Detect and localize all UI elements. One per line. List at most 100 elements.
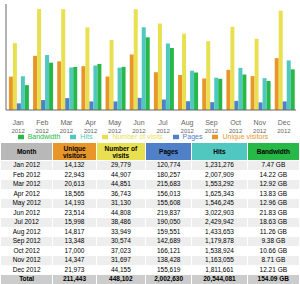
html-text:Pages: Pages	[182, 133, 203, 140]
html-text:Hits: Hits	[80, 133, 93, 140]
html-text:156,013: 156,013	[156, 189, 181, 197]
html-text:2,007,909: 2,007,909	[205, 170, 234, 178]
html-text:36,743: 36,743	[110, 189, 131, 197]
html-text:138,428: 138,428	[156, 256, 181, 264]
html-text:Oct 2012: Oct 2012	[13, 246, 40, 254]
html-text:33,949: 33,949	[110, 227, 131, 235]
html-text:visits: visits	[112, 151, 130, 159]
html-text:215,683: 215,683	[156, 180, 181, 188]
html-text:31,697: 31,697	[110, 256, 131, 264]
svg-text:Sep2012: Sep2012	[205, 119, 219, 134]
html-text:2,002,630: 2,002,630	[154, 275, 184, 283]
html-text:17,000: 17,000	[64, 246, 85, 254]
html-text:14,193: 14,193	[64, 199, 85, 207]
html-text:1,811,661: 1,811,661	[205, 265, 234, 273]
html-text:1,546,245: 1,546,245	[205, 199, 234, 207]
html-text:29,779: 29,779	[110, 161, 131, 169]
html-text:448,102: 448,102	[109, 275, 133, 283]
html-text:10.66 GB: 10.66 GB	[259, 246, 287, 254]
svg-text:Oct2012: Oct2012	[229, 119, 243, 134]
html-text:Mar 2012: Mar 2012	[12, 180, 41, 188]
svg-text:Jul2012: Jul2012	[156, 119, 170, 134]
html-text:14,817: 14,817	[64, 227, 85, 235]
html-text:23,514: 23,514	[64, 208, 85, 216]
html-text:159,551: 159,551	[156, 227, 181, 235]
html-text:44,851: 44,851	[110, 180, 131, 188]
html-text:44,907: 44,907	[110, 170, 131, 178]
html-text:190,050: 190,050	[156, 218, 181, 226]
svg-text:Jan2012: Jan2012	[11, 119, 25, 134]
html-text:Month: Month	[16, 148, 37, 155]
html-text:Sep 2012: Sep 2012	[12, 237, 41, 245]
html-text:14,132: 14,132	[64, 161, 85, 169]
html-text:12.96 GB: 12.96 GB	[259, 199, 287, 207]
html-text:Number of visits: Number of visits	[112, 133, 163, 140]
html-text:Apr 2012: Apr 2012	[13, 189, 40, 197]
html-text:Unique: Unique	[63, 144, 86, 152]
html-text:1,538,924: 1,538,924	[205, 246, 234, 254]
html-text:38,486: 38,486	[110, 218, 131, 226]
html-text:8.71 GB: 8.71 GB	[261, 256, 286, 264]
html-text:9.38 GB: 9.38 GB	[261, 237, 286, 245]
html-text:Feb 2012: Feb 2012	[12, 170, 41, 178]
html-text:12.21 GB: 12.21 GB	[259, 265, 287, 273]
html-text:Bandwidth: Bandwidth	[27, 133, 61, 140]
html-text:2,429,942: 2,429,942	[205, 218, 234, 226]
html-text:1,625,343: 1,625,343	[205, 189, 234, 197]
html-text:12.92 GB: 12.92 GB	[259, 180, 287, 188]
html-text:18,565: 18,565	[64, 189, 85, 197]
html-text:142,689: 142,689	[156, 237, 181, 245]
html-text:13,348: 13,348	[64, 237, 85, 245]
svg-text:Nov2012: Nov2012	[253, 119, 267, 134]
html-text:22,943: 22,943	[64, 170, 85, 178]
html-text:15,998: 15,998	[64, 218, 85, 226]
html-text:1,231,276: 1,231,276	[205, 161, 234, 169]
html-text:Unique visitors: Unique visitors	[222, 133, 269, 140]
html-text:May 2012: May 2012	[12, 199, 41, 207]
html-text:1,553,292: 1,553,292	[205, 180, 234, 188]
html-text:Jul 2012: Jul 2012	[14, 218, 39, 226]
html-text:14,347: 14,347	[64, 256, 85, 264]
html-text:Aug 2012: Aug 2012	[12, 227, 41, 235]
html-text:18.63 GB: 18.63 GB	[259, 218, 287, 226]
html-text:155,619: 155,619	[156, 265, 181, 273]
html-text:44,808: 44,808	[110, 208, 131, 216]
svg-text:Mar2012: Mar2012	[60, 119, 74, 134]
html-text:Nov 2012: Nov 2012	[12, 256, 41, 264]
html-text:Jan 2012: Jan 2012	[13, 161, 40, 169]
html-text:30,574: 30,574	[110, 237, 131, 245]
svg-text:Aug2012: Aug2012	[181, 119, 195, 134]
html-text:155,608: 155,608	[156, 199, 181, 207]
html-text:Total: Total	[19, 275, 35, 283]
html-text:Number of: Number of	[104, 144, 138, 152]
html-text:1,179,878: 1,179,878	[205, 237, 234, 245]
html-text:44,155: 44,155	[110, 265, 131, 273]
html-text:211,443: 211,443	[62, 275, 86, 283]
html-text:7.47 GB: 7.47 GB	[261, 161, 286, 169]
html-text:13.83 GB: 13.83 GB	[259, 189, 287, 197]
html-text:Jun 2012: Jun 2012	[13, 208, 40, 216]
html-text:21.83 GB: 21.83 GB	[259, 208, 287, 216]
svg-text:Jun2012: Jun2012	[132, 119, 146, 134]
svg-text:Dec2012: Dec2012	[277, 119, 291, 134]
html-text:37,023: 37,023	[110, 246, 131, 254]
html-text:154.09 GB: 154.09 GB	[257, 275, 289, 283]
html-text:3,022,903: 3,022,903	[205, 208, 234, 216]
html-text:14.22 GB: 14.22 GB	[259, 170, 287, 178]
html-text:1,163,055: 1,163,055	[205, 256, 234, 264]
html-text:120,774: 120,774	[156, 161, 181, 169]
html-text:180,257: 180,257	[156, 170, 181, 178]
html-text:visitors: visitors	[62, 151, 86, 159]
html-text:Dec 2012: Dec 2012	[12, 265, 41, 273]
svg-text:Apr2012: Apr2012	[84, 119, 98, 134]
html-text:20,613: 20,613	[64, 180, 85, 188]
html-text:20,544,081: 20,544,081	[203, 275, 236, 283]
svg-text:May2012: May2012	[108, 119, 122, 134]
html-text:31,130: 31,130	[110, 199, 131, 207]
html-text:166,121: 166,121	[156, 246, 181, 254]
svg-text:Feb2012: Feb2012	[36, 119, 50, 134]
html-text:219,837: 219,837	[156, 208, 181, 216]
html-text:1,433,653: 1,433,653	[205, 227, 234, 235]
html-text:11.26 GB: 11.26 GB	[259, 227, 287, 235]
html-text:21,973: 21,973	[64, 265, 85, 273]
